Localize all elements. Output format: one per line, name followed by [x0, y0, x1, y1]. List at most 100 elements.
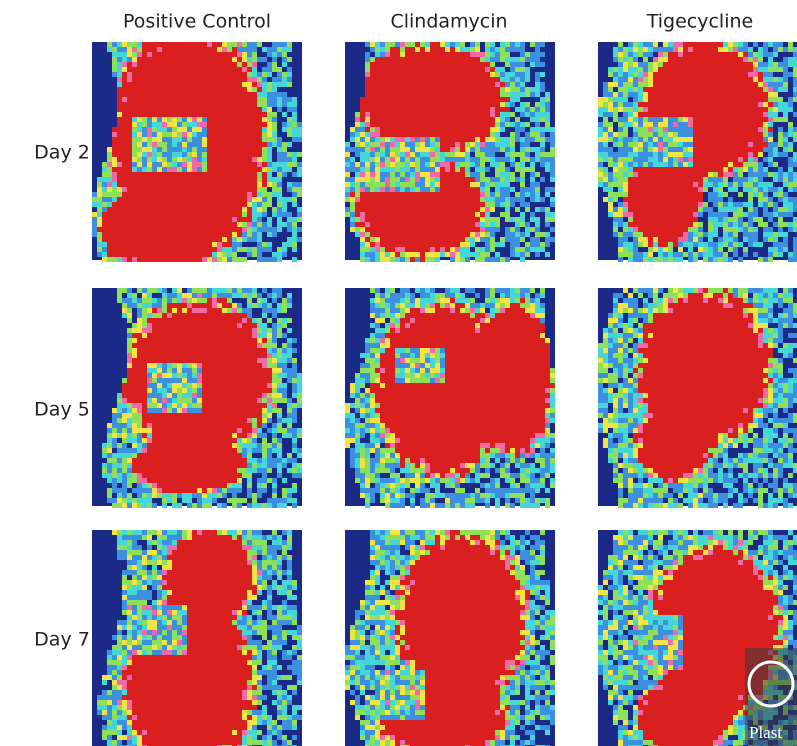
heatmap-cell — [440, 122, 445, 127]
heatmap-cell — [390, 192, 395, 197]
heatmap-cell — [505, 57, 510, 62]
heatmap-cell — [187, 207, 192, 212]
heatmap-cell — [222, 323, 227, 328]
heatmap-cell — [152, 318, 157, 323]
heatmap-cell — [728, 42, 733, 47]
heatmap-cell — [768, 227, 773, 232]
heatmap-cell — [728, 222, 733, 227]
heatmap-cell — [683, 207, 688, 212]
heatmap-cell — [385, 132, 390, 137]
heatmap-cell — [137, 67, 142, 72]
heatmap-cell — [92, 192, 97, 197]
heatmap-cell — [648, 87, 653, 92]
heatmap-cell — [202, 132, 207, 137]
heatmap-cell — [495, 252, 500, 257]
heatmap-cell — [793, 132, 797, 137]
heatmap-cell — [142, 237, 147, 242]
heatmap-cell — [217, 212, 222, 217]
heatmap-cell — [773, 82, 778, 87]
heatmap-cell — [628, 232, 633, 237]
heatmap-cell — [157, 257, 162, 262]
heatmap-cell — [648, 172, 653, 177]
heatmap-cell — [257, 252, 262, 257]
heatmap-cell — [152, 313, 157, 318]
heatmap-cell — [400, 142, 405, 147]
heatmap-cell — [753, 167, 758, 172]
heatmap-cell — [222, 152, 227, 157]
heatmap-cell — [212, 187, 217, 192]
heatmap-cell — [440, 167, 445, 172]
heatmap-cell — [197, 172, 202, 177]
heatmap-cell — [122, 308, 127, 313]
heatmap-cell — [127, 87, 132, 92]
heatmap-cell — [272, 162, 277, 167]
heatmap-cell — [460, 242, 465, 247]
heatmap-cell — [525, 52, 530, 57]
heatmap-cell — [177, 62, 182, 67]
heatmap-cell — [460, 142, 465, 147]
heatmap-cell — [415, 182, 420, 187]
heatmap-cell — [613, 92, 618, 97]
heatmap-cell — [788, 97, 793, 102]
heatmap-cell — [460, 212, 465, 217]
heatmap-cell — [540, 52, 545, 57]
heatmap-cell — [242, 177, 247, 182]
heatmap-cell — [425, 207, 430, 212]
heatmap-cell — [495, 257, 500, 262]
heatmap-cell — [638, 212, 643, 217]
heatmap-cell — [603, 107, 608, 112]
heatmap-cell — [142, 182, 147, 187]
heatmap-cell — [618, 157, 623, 162]
heatmap-cell — [698, 107, 703, 112]
heatmap-cell — [262, 242, 267, 247]
heatmap-cell — [758, 112, 763, 117]
heatmap-cell — [633, 77, 638, 82]
heatmap-cell — [360, 107, 365, 112]
heatmap-cell — [628, 257, 633, 262]
heatmap-cell — [460, 122, 465, 127]
heatmap-cell — [773, 147, 778, 152]
heatmap-cell — [470, 52, 475, 57]
heatmap-cell — [287, 222, 292, 227]
heatmap-cell — [475, 87, 480, 92]
heatmap-cell — [450, 97, 455, 102]
heatmap-cell — [598, 102, 603, 107]
heatmap-cell — [535, 82, 540, 87]
heatmap-cell — [370, 227, 375, 232]
heatmap-cell — [475, 52, 480, 57]
heatmap-cell — [425, 122, 430, 127]
heatmap-cell — [217, 202, 222, 207]
heatmap-cell — [267, 227, 272, 232]
heatmap-cell — [693, 117, 698, 122]
heatmap-cell — [247, 192, 252, 197]
heatmap-cell — [157, 97, 162, 102]
heatmap-cell — [152, 92, 157, 97]
heatmap-cell — [127, 227, 132, 232]
heatmap-cell — [222, 232, 227, 237]
heatmap-cell — [172, 293, 177, 298]
heatmap-cell — [490, 72, 495, 77]
heatmap-cell — [112, 52, 117, 57]
heatmap-cell — [122, 177, 127, 182]
heatmap-cell — [673, 207, 678, 212]
heatmap-cell — [793, 247, 797, 252]
heatmap-cell — [465, 172, 470, 177]
heatmap-cell — [658, 187, 663, 192]
heatmap-cell — [252, 323, 257, 328]
heatmap-cell — [395, 142, 400, 147]
heatmap-cell — [92, 232, 97, 237]
heatmap-cell — [287, 197, 292, 202]
heatmap-cell — [212, 57, 217, 62]
heatmap-cell — [450, 147, 455, 152]
heatmap-cell — [257, 117, 262, 122]
heatmap-cell — [768, 217, 773, 222]
heatmap-cell — [122, 117, 127, 122]
heatmap-cell — [470, 72, 475, 77]
heatmap-cell — [415, 202, 420, 207]
heatmap-cell — [658, 182, 663, 187]
heatmap-cell — [733, 122, 738, 127]
heatmap-cell — [753, 107, 758, 112]
heatmap-cell — [192, 298, 197, 303]
heatmap-cell — [703, 102, 708, 107]
heatmap-cell — [678, 57, 683, 62]
